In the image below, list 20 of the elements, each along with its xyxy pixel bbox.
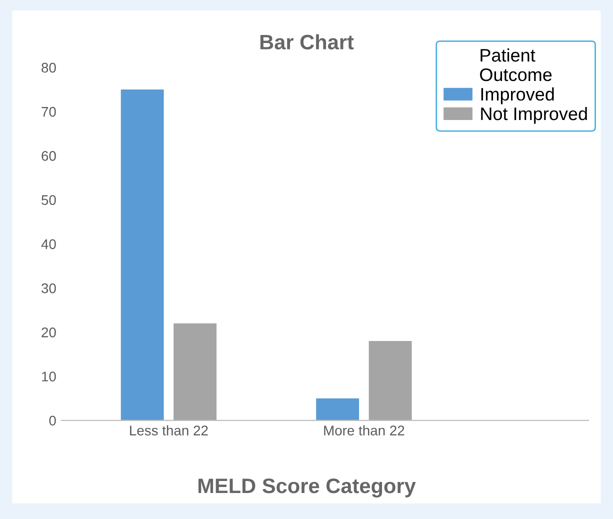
legend-title: Patient Outcome <box>480 48 552 82</box>
y-tick-label: 80 <box>42 62 56 73</box>
y-tick-label: 10 <box>42 372 56 382</box>
x-tick-label: Less than 22 <box>130 425 208 436</box>
bar <box>316 398 360 420</box>
legend-label: Improved <box>481 87 554 104</box>
bar <box>368 340 412 420</box>
y-tick-label: 30 <box>42 283 56 294</box>
y-tick-label: 40 <box>41 239 56 250</box>
bar <box>174 323 217 420</box>
y-tick-label: 60 <box>42 151 56 161</box>
chart-title: Bar Chart <box>260 34 354 50</box>
bar <box>120 90 164 420</box>
y-tick-label: 70 <box>42 106 56 117</box>
legend-label: Not Improved <box>481 106 587 124</box>
y-tick-label: 20 <box>42 327 56 338</box>
y-tick-label: 0 <box>49 416 56 426</box>
x-tick-label: More than 22 <box>324 425 404 436</box>
x-axis-title: MELD Score Category <box>198 478 416 498</box>
y-tick-label: 50 <box>42 195 56 205</box>
